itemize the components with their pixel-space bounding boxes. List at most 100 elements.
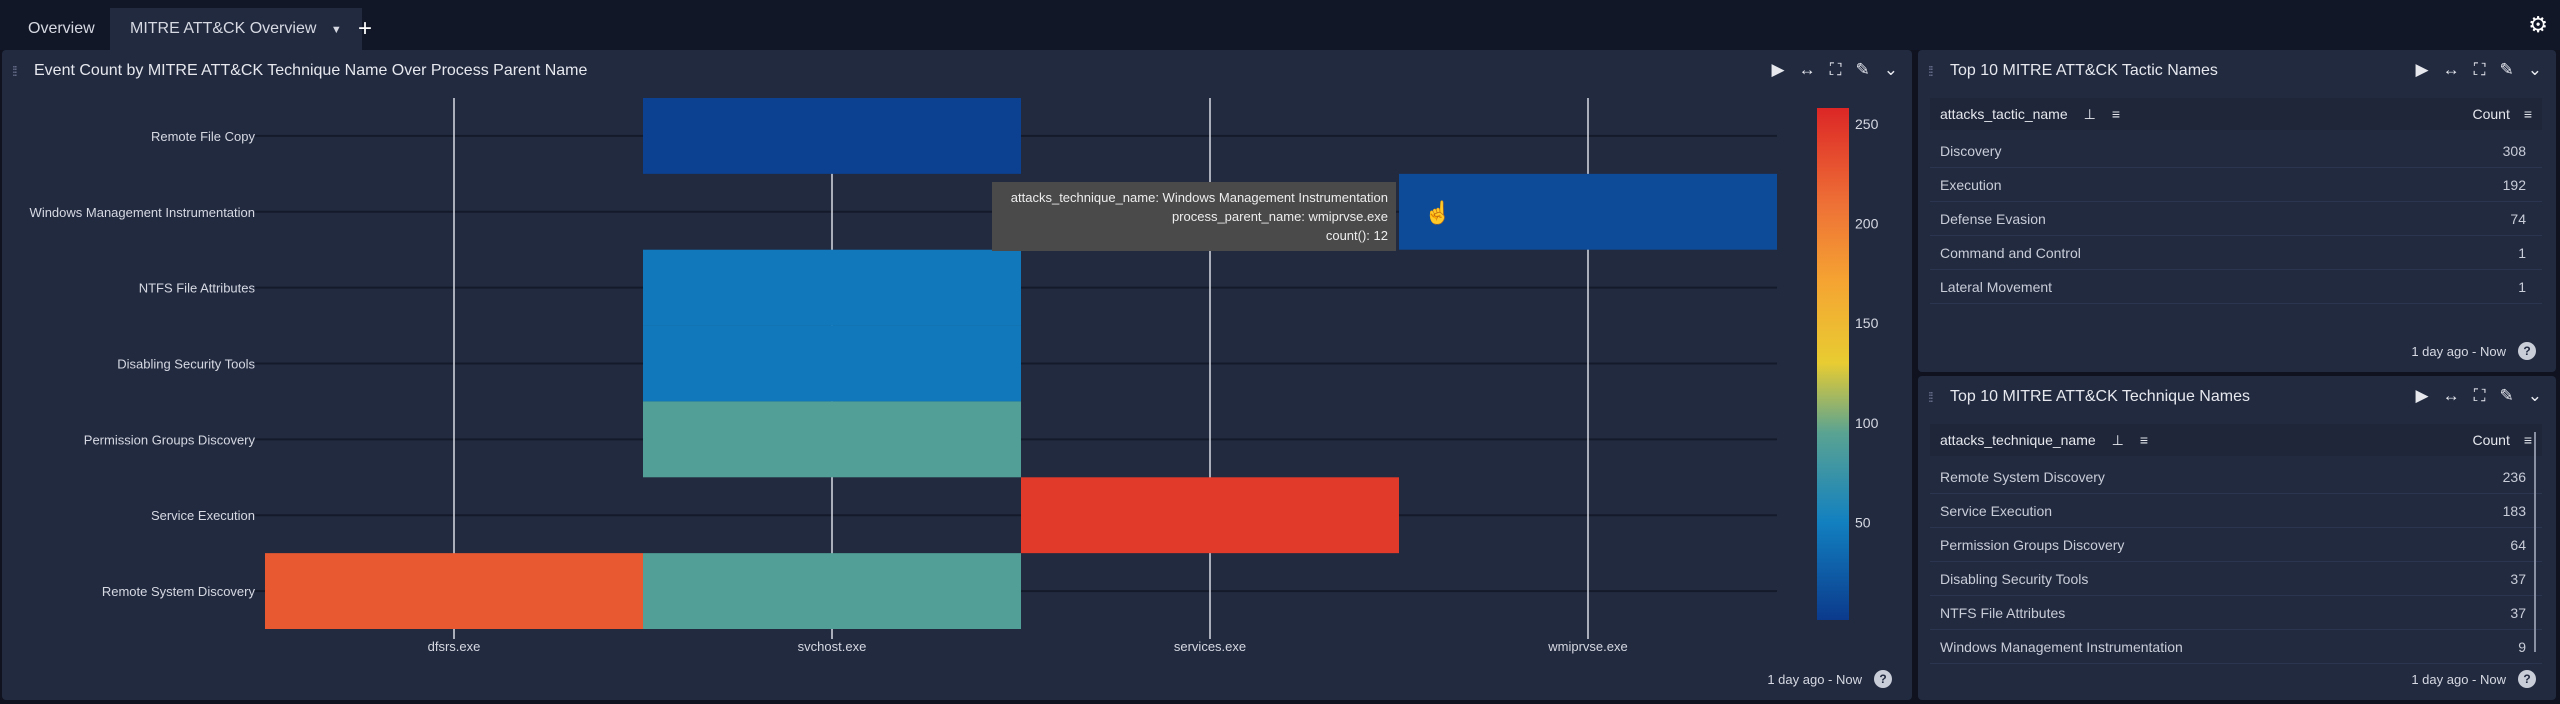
table-row[interactable]: Permission Groups Discovery 64 (1930, 528, 2542, 562)
tab-bar: Overview MITRE ATT&CK Overview ▼ + ⚙ (0, 0, 2560, 50)
panel-title: Event Count by MITRE ATT&CK Technique Na… (34, 62, 588, 79)
play-icon[interactable]: ▶ (2415, 60, 2429, 79)
fullscreen-icon[interactable]: ⛶ (2473, 60, 2486, 79)
colorbar-tick-label: 150 (1855, 315, 1879, 331)
time-range: 1 day ago - Now (1767, 671, 1862, 687)
table-row[interactable]: NTFS File Attributes 37 (1930, 596, 2542, 630)
colorbar (1817, 108, 1849, 620)
chevron-down-icon[interactable]: ⌄ (2527, 60, 2542, 79)
pin-icon[interactable]: ⊥ (2083, 105, 2096, 122)
table-row[interactable]: Remote File Copy1 (1930, 664, 2542, 666)
row-name: Service Execution (1940, 502, 2053, 519)
fullscreen-icon[interactable]: ⛶ (2473, 386, 2486, 405)
pointer-cursor-icon: ☝ (1424, 200, 1452, 225)
row-name: Lateral Movement (1940, 278, 2053, 295)
table-body: Remote System Discovery 236 Service Execut… (1930, 460, 2542, 666)
edit-icon[interactable]: ✎ (1855, 60, 1870, 79)
panel-toolbar: ▶ ↔ ⛶ ✎ ⌄ (2416, 386, 2542, 406)
row-name: Command and Control (1940, 244, 2081, 261)
sort-icon[interactable]: ≡ (2139, 431, 2149, 448)
row-name: Discovery (1940, 142, 2002, 159)
column-header-count[interactable]: Count (2472, 432, 2510, 448)
table-row[interactable]: Discovery 308 (1930, 134, 2542, 168)
sort-icon[interactable]: ≡ (2523, 432, 2532, 448)
caret-down-icon[interactable]: ▼ (330, 24, 342, 36)
y-tick-label: Service Execution (151, 508, 255, 523)
heatmap-panel: ⁞⁞ Event Count by MITRE ATT&CK Technique… (2, 50, 1912, 700)
sort-icon[interactable]: ≡ (2523, 106, 2532, 122)
pin-icon[interactable]: ⊥ (2111, 431, 2124, 448)
row-count: 37 (2510, 570, 2526, 587)
table-row[interactable]: Lateral Movement 1 (1930, 270, 2542, 304)
drag-handle-icon[interactable]: ⁞⁞ (1928, 63, 1934, 79)
heatmap-cell (265, 553, 643, 629)
y-tick-label: Remote File Copy (151, 129, 256, 144)
table-row[interactable]: Service Execution 183 (1930, 494, 2542, 528)
tooltip-line: attacks_technique_name: Windows Manageme… (1010, 190, 1388, 205)
column-header-name[interactable]: attacks_technique_name (1940, 431, 2096, 448)
play-icon[interactable]: ▶ (2415, 386, 2429, 405)
tab-mitre-attck-overview[interactable]: MITRE ATT&CK Overview ▼ (110, 8, 362, 50)
row-count: 236 (2502, 468, 2526, 485)
row-count: 308 (2502, 142, 2526, 159)
column-header-count[interactable]: Count (2472, 106, 2510, 122)
drag-handle-icon[interactable]: ⁞⁞ (12, 63, 18, 79)
y-tick-label: Remote System Discovery (102, 584, 256, 599)
table-header: attacks_technique_name ⊥ ≡ Count ≡ (1930, 424, 2542, 456)
expand-horizontal-icon[interactable]: ↔ (2442, 386, 2460, 405)
y-tick-label: NTFS File Attributes (139, 281, 256, 296)
table-body: Discovery 308 Execution 192 Defense Evasion 7… (1930, 134, 2542, 332)
plus-icon[interactable]: + (358, 15, 373, 42)
help-icon[interactable]: ? (2518, 342, 2536, 360)
tab-overview[interactable]: Overview (8, 8, 115, 50)
panel-toolbar: ▶ ↔ ⛶ ✎ ⌄ (2416, 60, 2542, 80)
gear-icon[interactable]: ⚙ (2528, 12, 2548, 37)
panel-title: Top 10 MITRE ATT&CK Tactic Names (1950, 62, 2218, 79)
drag-handle-icon[interactable]: ⁞⁞ (1928, 389, 1934, 405)
table-row[interactable]: Remote System Discovery 236 (1930, 460, 2542, 494)
tab-label: Overview (28, 20, 95, 37)
table-row[interactable]: Defense Evasion 74 (1930, 202, 2542, 236)
expand-horizontal-icon[interactable]: ↔ (2442, 60, 2460, 79)
heatmap-cell (643, 325, 1021, 402)
expand-horizontal-icon[interactable]: ↔ (1798, 60, 1816, 79)
table-row[interactable]: Command and Control 1 (1930, 236, 2542, 270)
column-header-name[interactable]: attacks_tactic_name (1940, 105, 2068, 122)
heatmap-cell (1021, 477, 1399, 554)
colorbar-tick-label: 50 (1855, 514, 1871, 530)
y-tick-label: Permission Groups Discovery (84, 432, 256, 447)
help-icon[interactable]: ? (1874, 670, 1892, 688)
colorbar-tick-label: 250 (1855, 116, 1879, 132)
help-icon[interactable]: ? (2518, 670, 2536, 688)
row-name: Execution (1940, 176, 2002, 193)
fullscreen-icon[interactable]: ⛶ (1829, 60, 1842, 79)
x-tick-label: wmiprvse.exe (1547, 639, 1627, 654)
row-name: Disabling Security Tools (1940, 570, 2089, 587)
table-header: attacks_tactic_name ⊥ ≡ Count ≡ (1930, 98, 2542, 130)
y-tick-label: Disabling Security Tools (117, 357, 255, 372)
row-count: 74 (2510, 210, 2526, 227)
sort-icon[interactable]: ≡ (2111, 105, 2120, 122)
panel-toolbar: ▶ ↔ ⛶ ✎ ⌄ (1772, 60, 1898, 80)
tooltip: attacks_technique_name: Windows Manageme… (992, 182, 1396, 251)
panel-footer: 1 day ago - Now? (2411, 342, 2536, 360)
table-row[interactable]: Disabling Security Tools 37 (1930, 562, 2542, 596)
edit-icon[interactable]: ✎ (2499, 60, 2514, 79)
chevron-down-icon[interactable]: ⌄ (1883, 60, 1898, 79)
row-count: 192 (2502, 176, 2526, 193)
chevron-down-icon[interactable]: ⌄ (2527, 386, 2542, 405)
heatmap-cell (643, 553, 1021, 629)
play-icon[interactable]: ▶ (1771, 60, 1785, 79)
table-row[interactable]: Execution 192 (1930, 168, 2542, 202)
row-name: Windows Management Instrumentation (1940, 638, 2183, 655)
heatmap-cell (643, 401, 1021, 478)
y-tick-label: Windows Management Instrumentation (30, 205, 255, 220)
scrollbar[interactable] (2534, 432, 2536, 652)
x-tick-label: dfsrs.exe (428, 639, 481, 654)
row-count: 183 (2502, 502, 2526, 519)
table-row[interactable]: Windows Management Instrumentation 9 (1930, 630, 2542, 664)
heatmap-cell (1399, 173, 1777, 250)
tooltip-line: count(): 12 (1325, 228, 1388, 243)
x-tick-label: services.exe (1174, 639, 1246, 654)
edit-icon[interactable]: ✎ (2499, 386, 2514, 405)
